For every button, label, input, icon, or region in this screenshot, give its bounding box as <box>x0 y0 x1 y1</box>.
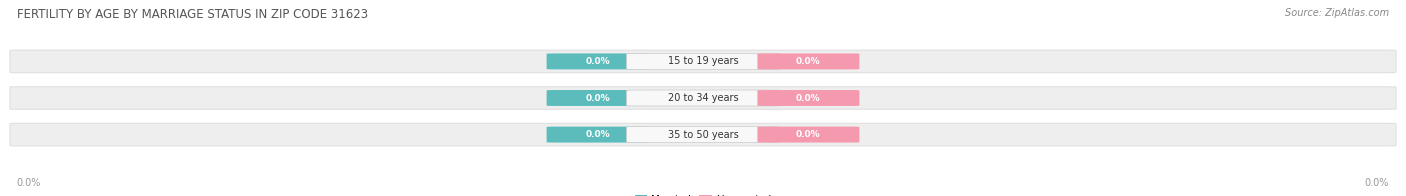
FancyBboxPatch shape <box>547 54 648 69</box>
Text: 15 to 19 years: 15 to 19 years <box>668 56 738 66</box>
FancyBboxPatch shape <box>10 50 1396 73</box>
Text: Source: ZipAtlas.com: Source: ZipAtlas.com <box>1285 8 1389 18</box>
FancyBboxPatch shape <box>627 127 779 142</box>
FancyBboxPatch shape <box>547 127 648 142</box>
Text: 0.0%: 0.0% <box>17 178 41 188</box>
Legend: Married, Unmarried: Married, Unmarried <box>634 195 772 196</box>
Text: 35 to 50 years: 35 to 50 years <box>668 130 738 140</box>
FancyBboxPatch shape <box>758 127 859 142</box>
Text: 0.0%: 0.0% <box>585 57 610 66</box>
FancyBboxPatch shape <box>758 54 859 69</box>
Text: 20 to 34 years: 20 to 34 years <box>668 93 738 103</box>
Text: 0.0%: 0.0% <box>1365 178 1389 188</box>
FancyBboxPatch shape <box>758 90 859 106</box>
Text: 0.0%: 0.0% <box>585 93 610 103</box>
Text: 0.0%: 0.0% <box>796 57 821 66</box>
FancyBboxPatch shape <box>547 90 648 106</box>
FancyBboxPatch shape <box>627 90 779 106</box>
FancyBboxPatch shape <box>10 87 1396 109</box>
Text: 0.0%: 0.0% <box>585 130 610 139</box>
FancyBboxPatch shape <box>10 123 1396 146</box>
Text: FERTILITY BY AGE BY MARRIAGE STATUS IN ZIP CODE 31623: FERTILITY BY AGE BY MARRIAGE STATUS IN Z… <box>17 8 368 21</box>
Text: 0.0%: 0.0% <box>796 130 821 139</box>
FancyBboxPatch shape <box>627 54 779 69</box>
Text: 0.0%: 0.0% <box>796 93 821 103</box>
